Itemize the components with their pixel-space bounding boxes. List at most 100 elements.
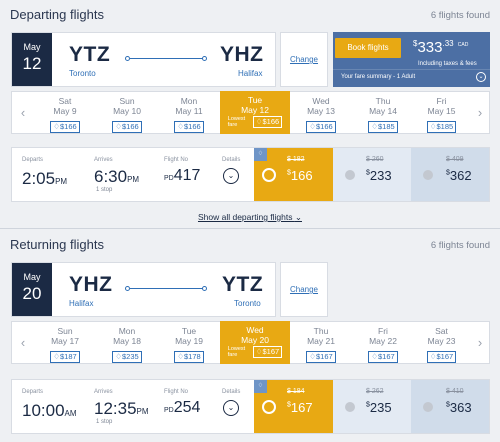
- fare-radio[interactable]: [345, 170, 355, 180]
- chevron-right-icon[interactable]: ›: [477, 105, 483, 120]
- returning-title: Returning flights: [10, 237, 104, 252]
- details-chevron-down-icon[interactable]: ⌄: [223, 168, 239, 184]
- details-chevron-down-icon[interactable]: ⌄: [223, 400, 239, 416]
- details-label: Details: [222, 389, 241, 395]
- date-weekday: Sun: [119, 96, 135, 106]
- fare-option[interactable]: $ 262 $235: [333, 380, 411, 433]
- date-label: May 21: [307, 336, 335, 346]
- fare-radio-selected[interactable]: [262, 400, 276, 414]
- departs-time: 2:05PM: [22, 169, 68, 188]
- date-option-selected[interactable]: Wed May 20 Lowest fare ♢$167: [220, 321, 290, 364]
- returning-change-box: Change: [280, 262, 328, 317]
- date-option[interactable]: Fri May 22 ♢$167: [352, 322, 414, 363]
- date-price: ♢$185: [426, 121, 457, 133]
- date-option[interactable]: Sun May 10 ♢$166: [96, 92, 158, 133]
- departing-route-card: May 12 YTZ Toronto YHZ Halifax: [11, 32, 276, 87]
- chevron-left-icon[interactable]: ‹: [20, 105, 26, 120]
- date-option[interactable]: Mon May 18 ♢$235: [96, 322, 158, 363]
- date-weekday: Thu: [313, 326, 329, 336]
- flight-no-label: Flight No: [164, 389, 189, 395]
- fare-price: $166: [287, 168, 313, 183]
- chevron-down-icon: ⌄: [294, 212, 302, 222]
- returning-to-code: YTZ: [222, 273, 264, 296]
- date-label: May 19: [175, 336, 203, 346]
- date-label: May 17: [51, 336, 79, 346]
- fare-total-amount: 333: [417, 39, 443, 56]
- returning-flight-row: Departs 10:00AM Arrives 12:35PM 1 stop F…: [11, 379, 490, 434]
- fare-radio[interactable]: [345, 402, 355, 412]
- chevron-right-icon[interactable]: ›: [477, 335, 483, 350]
- book-flights-button[interactable]: Book flights: [335, 38, 401, 58]
- departing-date-day: 12: [22, 54, 42, 73]
- departing-flight-row: Departs 2:05PM Arrives 6:30PM 1 stop Fli…: [11, 147, 490, 202]
- date-option-selected[interactable]: Tue May 12 Lowest fare ♢$166: [220, 91, 290, 134]
- date-weekday: Tue: [181, 326, 197, 336]
- date-option[interactable]: Mon May 11 ♢$166: [158, 92, 220, 133]
- date-price: ♢$166: [306, 121, 336, 133]
- route-end-dot: [202, 286, 207, 291]
- date-price: ♢$187: [50, 351, 80, 363]
- date-price: ♢$166: [50, 121, 80, 133]
- fare-option-selected[interactable]: ♢ $ 184 $167: [254, 380, 333, 433]
- fare-old-price: $ 184: [287, 388, 305, 395]
- departing-change-box: Change: [280, 32, 328, 87]
- departing-from-code: YTZ: [69, 43, 111, 66]
- date-option[interactable]: Thu May 14 ♢$185: [352, 92, 414, 133]
- tag-icon: ♢: [254, 380, 267, 393]
- date-option[interactable]: Tue May 19 ♢$178: [158, 322, 220, 363]
- date-label: May 20: [241, 335, 269, 345]
- date-option[interactable]: Sat May 9 ♢$166: [34, 92, 96, 133]
- show-all-departing-link[interactable]: Show all departing flights ⌄: [197, 212, 302, 222]
- departing-date-month: May: [23, 42, 41, 52]
- date-price: ♢$166: [112, 121, 142, 133]
- fare-total-decimals: .33: [442, 39, 454, 48]
- stops-label: 1 stop: [96, 187, 113, 193]
- fare-radio-selected[interactable]: [262, 168, 276, 182]
- fare-option[interactable]: $ 409 $362: [411, 148, 489, 201]
- date-price: ♢$185: [368, 121, 398, 133]
- chevron-left-icon[interactable]: ‹: [20, 335, 26, 350]
- fare-old-price: $ 260: [366, 156, 384, 163]
- date-weekday: Tue: [247, 95, 263, 105]
- date-weekday: Fri: [378, 326, 388, 336]
- date-option[interactable]: Fri May 15 ♢$185: [414, 92, 469, 133]
- date-option[interactable]: Sun May 17 ♢$187: [34, 322, 96, 363]
- returning-from-code: YHZ: [69, 273, 113, 296]
- fare-option[interactable]: $ 410 $363: [411, 380, 489, 433]
- date-option[interactable]: Thu May 21 ♢$167: [290, 322, 352, 363]
- arrives-time: 6:30PM: [94, 167, 140, 186]
- date-label: May 11: [175, 106, 203, 116]
- fare-radio[interactable]: [423, 170, 433, 180]
- arrives-label: Arrives: [94, 157, 113, 163]
- fare-option-selected[interactable]: ♢ $ 182 $166: [254, 148, 333, 201]
- departs-label: Departs: [22, 157, 44, 163]
- fare-radio[interactable]: [423, 402, 433, 412]
- fare-old-price: $ 182: [287, 156, 305, 163]
- departing-to-city: Halifax: [238, 69, 263, 78]
- date-option[interactable]: Wed May 13 ♢$166: [290, 92, 352, 133]
- date-label: May 12: [241, 105, 269, 115]
- date-label: May 9: [53, 106, 77, 116]
- returning-from-city: Halifax: [69, 299, 94, 308]
- fare-summary-label: Your fare summary - 1 Adult: [341, 74, 416, 80]
- date-weekday: Sat: [58, 96, 72, 106]
- departing-change-link[interactable]: Change: [289, 55, 319, 64]
- date-price: ♢$167: [306, 351, 336, 363]
- date-price: ♢$167: [426, 351, 457, 363]
- lowest-fare-label: Lowest fare: [227, 116, 246, 128]
- stops-label: 1 stop: [96, 419, 113, 425]
- date-option[interactable]: Sat May 23 ♢$167: [414, 322, 469, 363]
- fare-old-price: $ 262: [366, 388, 384, 395]
- fare-option[interactable]: $ 260 $233: [333, 148, 411, 201]
- date-label: May 22: [369, 336, 397, 346]
- departing-title: Departing flights: [10, 7, 104, 22]
- date-label: May 10: [113, 106, 141, 116]
- returning-change-link[interactable]: Change: [289, 285, 319, 294]
- date-label: May 13: [307, 106, 335, 116]
- flight-no-label: Flight No: [164, 157, 189, 163]
- returning-date-month: May: [23, 272, 41, 282]
- chevron-down-icon[interactable]: ⌄: [476, 72, 486, 82]
- date-weekday: Fri: [436, 96, 447, 106]
- departing-date-bar: ‹ Sat May 9 ♢$166 Sun May 10 ♢$166 Mon M…: [11, 91, 490, 134]
- fare-total-currency: CAD: [457, 42, 469, 48]
